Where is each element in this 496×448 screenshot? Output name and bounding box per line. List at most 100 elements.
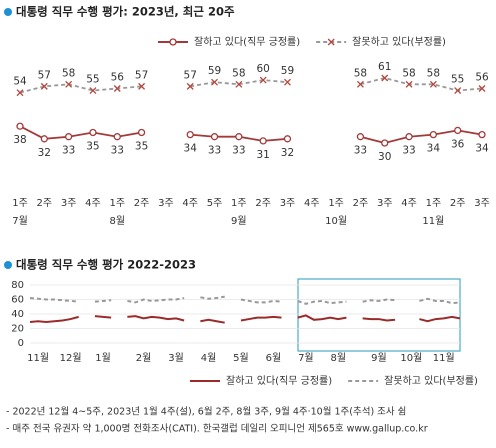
point	[405, 80, 413, 88]
data-label: 34	[475, 143, 489, 155]
point	[478, 85, 486, 92]
x-tick-label: 5월	[233, 352, 249, 364]
point	[211, 78, 218, 86]
month-label: 11월	[422, 215, 444, 227]
x-tick-label: 10월	[400, 352, 422, 364]
data-label: 58	[232, 67, 245, 79]
data-label: 33	[208, 145, 221, 157]
data-label: 59	[208, 65, 221, 77]
data-label: 58	[427, 67, 440, 79]
point	[16, 122, 24, 130]
point	[16, 89, 24, 97]
data-label: 60	[256, 63, 269, 75]
data-label: 59	[281, 65, 294, 77]
month-label: 7월	[12, 215, 28, 227]
y-tick-label: 60	[11, 295, 24, 306]
data-label: 33	[62, 145, 75, 157]
data-label: 34	[184, 143, 198, 155]
point	[40, 82, 48, 90]
data-label: 33	[232, 145, 245, 157]
highlight-box	[297, 278, 461, 352]
x-tick-label: 1주	[109, 198, 125, 209]
x-tick-label: 12월	[60, 352, 82, 364]
title-bullet	[4, 261, 12, 269]
data-label: 58	[402, 67, 415, 79]
data-label: 31	[256, 149, 269, 161]
point	[138, 82, 146, 90]
x-tick-label: 11월	[27, 352, 49, 364]
point	[454, 126, 462, 135]
data-label: 58	[354, 67, 367, 79]
y-tick-label: 80	[11, 280, 24, 291]
point	[65, 80, 73, 88]
data-label: 38	[13, 134, 26, 146]
data-label: 56	[475, 71, 489, 83]
data-label: 35	[135, 141, 148, 153]
x-tick-label: 3주	[61, 198, 77, 209]
x-tick-label: 4월	[201, 352, 217, 364]
x-tick-label: 8월	[331, 352, 347, 364]
chart-title: 대통령 직무 수행 평가: 2023년, 최근 20주	[16, 5, 235, 19]
data-label: 33	[402, 145, 415, 157]
point	[381, 74, 389, 82]
x-tick-label: 4주	[304, 198, 320, 209]
point	[356, 80, 364, 88]
data-label: 36	[451, 138, 465, 150]
y-tick-label: 20	[11, 324, 24, 335]
x-tick-label: 4주	[85, 198, 101, 209]
x-tick-label: 4주	[401, 198, 417, 209]
x-tick-label: 5주	[207, 198, 223, 209]
legend-label: 잘하고 있다(직무 긍정률)	[226, 374, 332, 387]
legend-marker	[169, 38, 177, 46]
y-tick-label: 40	[11, 309, 24, 320]
x-tick-label: 1월	[95, 352, 111, 364]
data-label: 35	[86, 141, 99, 153]
x-tick-label: 2주	[134, 198, 150, 209]
x-tick-label: 1주	[328, 198, 344, 209]
data-label: 56	[111, 71, 125, 83]
x-tick-label: 11월	[433, 352, 455, 364]
data-label: 57	[135, 69, 148, 81]
footnote: - 2022년 12월 4~5주, 2023년 1월 4주(설), 6월 2주,…	[6, 406, 406, 418]
point	[478, 130, 486, 139]
point	[235, 133, 243, 141]
month-label: 10월	[325, 215, 347, 227]
data-label: 54	[13, 76, 27, 88]
data-label: 32	[38, 147, 51, 159]
point	[284, 78, 291, 86]
point	[64, 133, 73, 141]
data-label: 33	[354, 145, 367, 157]
x-tick-label: 6월	[266, 352, 282, 364]
point	[259, 76, 267, 84]
series-line	[29, 295, 461, 305]
series-line	[29, 314, 461, 324]
x-tick-label: 4주	[182, 198, 198, 209]
x-tick-label: 2주	[37, 198, 53, 209]
point	[356, 133, 365, 141]
footnote: - 매주 전국 유권자 약 1,000명 전화조사(CATI). 한국갤럽 데일…	[6, 423, 428, 435]
month-label: 9월	[231, 215, 247, 227]
y-tick-label: 0	[18, 338, 24, 349]
point	[89, 128, 97, 137]
x-tick-label: 3주	[158, 198, 174, 209]
chart-title: 대통령 직무 수행 평가 2022-2023	[16, 258, 196, 272]
x-tick-label: 3월	[168, 352, 184, 364]
point	[283, 135, 292, 143]
legend-label: 잘하고 있다(직무 긍정률)	[194, 35, 300, 48]
data-label: 61	[378, 61, 391, 73]
point	[405, 133, 413, 141]
legend-label: 잘못하고 있다(부정률)	[384, 374, 478, 387]
data-label: 30	[378, 151, 391, 163]
x-tick-label: 1주	[231, 198, 247, 209]
point	[429, 130, 438, 139]
x-tick-label: 2월	[136, 352, 152, 364]
point	[454, 87, 462, 95]
point	[210, 133, 219, 141]
point	[429, 80, 437, 88]
point	[259, 137, 267, 145]
data-label: 57	[38, 69, 51, 81]
point	[89, 87, 97, 95]
point	[186, 82, 194, 90]
x-tick-label: 3주	[474, 198, 490, 209]
